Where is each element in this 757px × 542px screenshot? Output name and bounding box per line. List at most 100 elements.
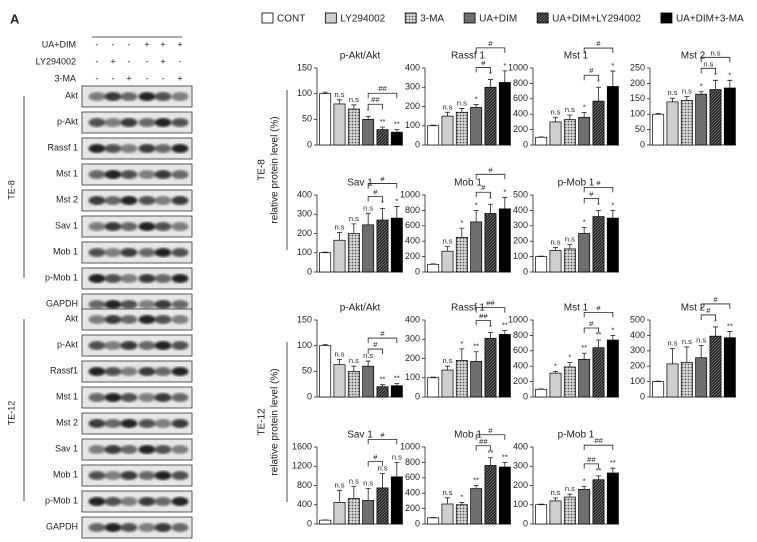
bar — [376, 129, 389, 146]
error-bar — [337, 489, 342, 503]
legend-label: 3-MA — [420, 14, 444, 25]
significance: n.s — [392, 452, 402, 461]
error-bar — [553, 371, 558, 374]
cell-label: TE-12 — [6, 401, 16, 426]
y-tick-label: 200 — [513, 124, 528, 134]
y-tick-label: 100 — [297, 247, 312, 257]
significance: ** — [502, 452, 508, 461]
chart-title: Rassf 1 — [451, 51, 485, 62]
bracket — [700, 303, 731, 309]
y-tick-label: 200 — [630, 361, 645, 371]
bar — [606, 339, 619, 398]
bar — [695, 93, 708, 146]
error-bar — [684, 346, 690, 363]
blot-band — [88, 497, 106, 506]
error-bar — [488, 203, 493, 214]
blot-band — [120, 274, 138, 283]
y-tick-label: 300 — [405, 334, 420, 344]
bar — [347, 370, 360, 398]
y-tick-label: 600 — [513, 345, 528, 355]
bracket — [700, 67, 716, 74]
bar — [606, 217, 619, 273]
bracket — [583, 74, 599, 81]
y-tick-label: 0 — [415, 391, 420, 401]
significance: * — [475, 95, 478, 104]
bracket-label: # — [713, 295, 718, 304]
significance: ** — [394, 374, 400, 383]
significance: * — [728, 70, 731, 79]
bar — [535, 388, 548, 398]
error-bar — [502, 462, 508, 468]
bracket-label: # — [373, 187, 378, 196]
bracket-label: ## — [479, 311, 488, 320]
bracket — [367, 461, 383, 467]
bar — [606, 472, 619, 525]
blot-band — [104, 248, 122, 257]
y-tick-label: 400 — [405, 314, 420, 324]
blot-band — [88, 471, 106, 480]
blot-band — [138, 170, 156, 179]
y-tick-label: 0 — [415, 518, 420, 528]
chart-title: p-Mob 1 — [558, 178, 595, 189]
bracket — [367, 103, 383, 110]
blot-band — [88, 367, 106, 376]
blot-band — [88, 274, 106, 283]
legend-label: UA+DIM+LY294002 — [552, 14, 641, 25]
bar — [362, 118, 375, 146]
bar — [549, 250, 562, 273]
treatment-sign: + — [144, 39, 149, 49]
error-bar — [430, 124, 436, 126]
bracket-label: # — [380, 430, 385, 439]
bracket-label: # — [488, 39, 493, 48]
significance: n.s — [334, 223, 344, 232]
chart-title: Mst 2 — [681, 51, 706, 62]
band-label: p-Mob 1 — [45, 272, 78, 282]
error-bar — [445, 365, 450, 371]
blot-band — [154, 170, 172, 179]
bar — [427, 263, 440, 273]
blot-band — [104, 497, 122, 506]
blot-band — [138, 222, 156, 231]
error-bar — [488, 79, 493, 88]
y-tick-label: 300 — [630, 345, 645, 355]
significance: ** — [610, 458, 616, 467]
significance: n.s — [349, 356, 359, 365]
bracket-label: ## — [594, 436, 603, 445]
bar — [333, 501, 346, 525]
y-tick-label: 0 — [307, 518, 312, 528]
axis — [532, 320, 619, 398]
blot-band — [120, 315, 138, 324]
error-bar — [380, 126, 385, 130]
y-tick-label: 0 — [640, 139, 645, 149]
error-bar — [394, 383, 400, 386]
blot-band — [171, 419, 189, 428]
band-label: p-Mob 1 — [45, 495, 78, 505]
blot-band — [171, 367, 189, 376]
error-bar — [698, 345, 704, 358]
y-tick-label: 300 — [513, 461, 528, 471]
significance: n.s — [682, 87, 692, 96]
y-tick-label: 0 — [415, 266, 420, 276]
bar — [333, 239, 346, 273]
significance: n.s — [363, 478, 373, 487]
error-bar — [567, 114, 573, 120]
treatment-sign: + — [126, 73, 131, 83]
blot-band — [138, 248, 156, 257]
error-bar — [727, 79, 733, 89]
significance: n.s — [349, 476, 359, 485]
significance: * — [714, 317, 717, 326]
y-tick-label: 800 — [513, 78, 528, 88]
error-bar — [365, 212, 371, 225]
y-tick-label: 400 — [405, 62, 420, 72]
blot-band — [104, 222, 122, 231]
y-tick-label: 0 — [307, 266, 312, 276]
band-label: Mob 1 — [53, 469, 78, 479]
blot-band — [88, 248, 106, 257]
y-tick-label: 400 — [513, 205, 528, 215]
treatment-label: 3-MA — [54, 73, 76, 83]
y-tick-label: 200 — [405, 101, 420, 111]
bracket-label: # — [481, 59, 486, 68]
legend-swatch — [536, 12, 549, 24]
error-bar — [430, 376, 436, 378]
y-group-label: TE-12 — [257, 408, 268, 436]
